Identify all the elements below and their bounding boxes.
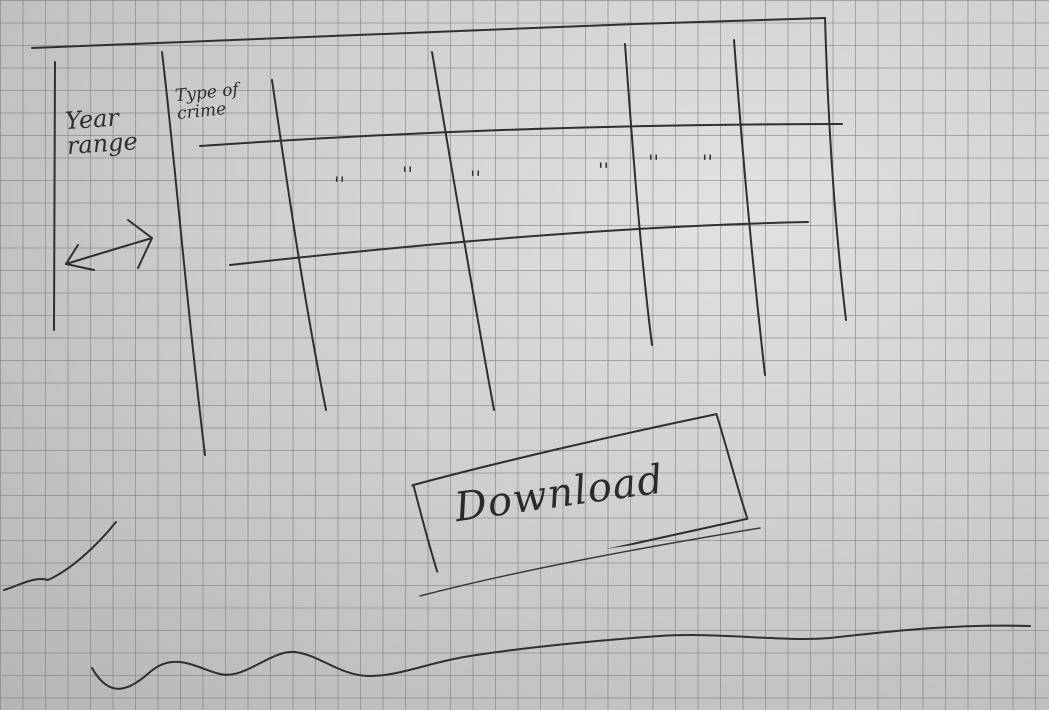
ditto-mark: '' bbox=[402, 162, 413, 186]
frame-top-line bbox=[31, 17, 826, 49]
double-arrow-icon[interactable] bbox=[65, 219, 153, 271]
download-button[interactable]: Download bbox=[407, 410, 750, 575]
column-line-1 bbox=[271, 79, 327, 411]
header-row-line bbox=[199, 123, 843, 147]
download-button-outline bbox=[407, 413, 749, 575]
ditto-mark: '' bbox=[702, 150, 713, 174]
sidebar-left-line bbox=[53, 61, 56, 331]
wavy-line bbox=[91, 624, 1031, 690]
body-row-line bbox=[229, 221, 809, 266]
ditto-mark: '' bbox=[470, 166, 481, 190]
frame-right-line bbox=[824, 17, 847, 321]
stray-scribble bbox=[3, 521, 117, 591]
column-line-2 bbox=[431, 51, 495, 411]
year-range-label: Year range bbox=[64, 103, 139, 161]
ditto-mark: '' bbox=[598, 158, 609, 182]
column-line-4 bbox=[733, 39, 766, 376]
column-line-3 bbox=[624, 43, 653, 346]
sidebar-divider bbox=[161, 51, 206, 456]
download-underline bbox=[419, 527, 761, 597]
ditto-mark: '' bbox=[334, 172, 345, 196]
ditto-mark: '' bbox=[648, 150, 659, 174]
